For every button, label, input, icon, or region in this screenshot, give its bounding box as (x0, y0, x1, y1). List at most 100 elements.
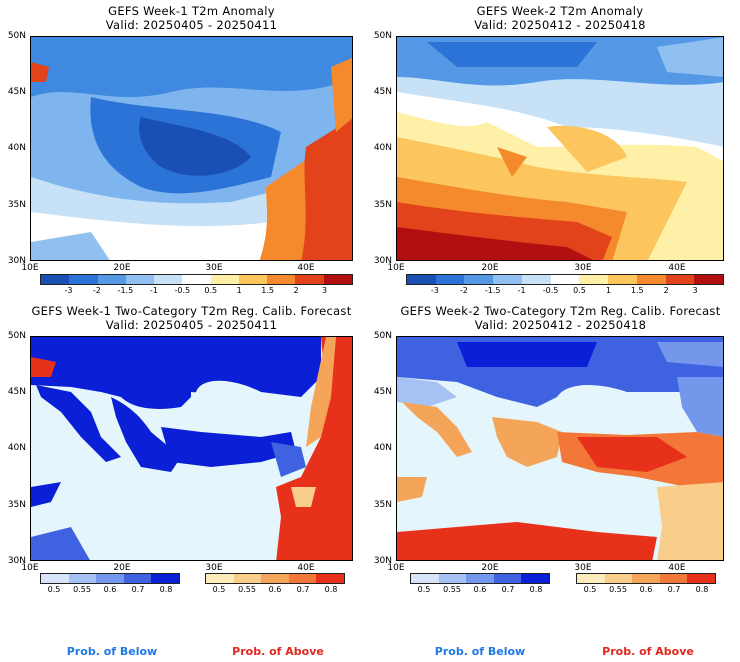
colorbar-tick-label: 0.8 (324, 585, 338, 594)
colorbar-tick-label: -2 (92, 286, 101, 295)
panel4-lon-20: 20E (481, 563, 499, 573)
colorbar-swatch (96, 574, 124, 583)
colorbar-swatch (41, 574, 69, 583)
colorbar-swatch (464, 275, 494, 284)
panel2-lat-50: 50N (373, 31, 392, 41)
panel1-colorbar-ticks: -3 -2 -1.5 -1 -0.5 0.5 1 1.5 2 3 (40, 286, 353, 296)
colorbar-tick-label: 0.5 (204, 286, 218, 295)
panel2-title-line1: GEFS Week-2 T2m Anomaly (476, 4, 644, 18)
colorbar-swatch (632, 574, 660, 583)
panel4-title-line1: GEFS Week-2 Two-Category T2m Reg. Calib.… (400, 304, 721, 318)
panel2-valid-dates: Valid: 20250412 - 20250418 (474, 18, 646, 32)
colorbar-tick-label: -2 (459, 286, 468, 295)
panel1-lon-40: 40E (297, 263, 315, 273)
colorbar-tick-label: 2 (663, 286, 669, 295)
colorbar-tick-label: 1.5 (261, 286, 274, 295)
colorbar-tick-label: 0.55 (609, 585, 627, 594)
colorbar-swatch (550, 275, 580, 284)
colorbar-swatch (608, 275, 637, 284)
colorbar-tick-label: 0.8 (159, 585, 173, 594)
colorbar-tick-label: 0.5 (573, 286, 586, 295)
panel4-lon-10: 10E (387, 563, 405, 573)
colorbar-tick-label: 0.5 (417, 585, 431, 594)
colorbar-swatch (295, 275, 324, 284)
colorbar-tick-label: 1.5 (630, 286, 644, 295)
colorbar-swatch (261, 574, 289, 583)
panel2-lon-40: 40E (668, 263, 686, 273)
panel4-lat-50: 50N (373, 331, 392, 341)
colorbar-swatch (694, 275, 724, 284)
colorbar-tick-label: -3 (64, 286, 73, 295)
colorbar-tick-label: 0.5 (47, 585, 61, 594)
colorbar-swatch (521, 275, 551, 284)
panel3-above-ticks: 0.5 0.55 0.6 0.7 0.8 (205, 585, 345, 595)
colorbar-tick-label: 0.8 (695, 585, 709, 594)
panel1-lat-50: 50N (7, 31, 26, 41)
panel4-map (396, 336, 724, 561)
panel2-title: GEFS Week-2 T2m Anomaly Valid: 20250412 … (396, 4, 724, 32)
colorbar-swatch (41, 275, 70, 284)
panel1-valid-dates: Valid: 20250405 - 20250411 (105, 18, 278, 32)
colorbar-swatch (493, 574, 522, 583)
colorbar-swatch (123, 574, 152, 583)
panel2-lon-20: 20E (481, 263, 499, 273)
panel4-below-ticks: 0.5 0.55 0.6 0.7 0.8 (410, 585, 550, 595)
panel2-lat-40: 40N (373, 143, 392, 153)
panel3-lon-10: 10E (21, 563, 39, 573)
panel3-below-ticks: 0.5 0.55 0.6 0.7 0.8 (40, 585, 180, 595)
panel3-lon-20: 20E (113, 563, 131, 573)
colorbar-tick-label: -3 (430, 286, 439, 295)
panel3-prob-above-label: Prob. of Above (232, 645, 324, 658)
panel4-above-ticks: 0.5 0.55 0.6 0.7 0.8 (576, 585, 716, 595)
colorbar-tick-label: -1 (149, 286, 158, 295)
colorbar-swatch (604, 574, 633, 583)
colorbar-swatch (233, 574, 262, 583)
colorbar-swatch (210, 275, 239, 284)
panel3-title-line1: GEFS Week-1 Two-Category T2m Reg. Calib.… (31, 304, 352, 318)
colorbar-swatch (182, 275, 211, 284)
colorbar-tick-label: 0.5 (212, 585, 226, 594)
panel2-lon-30: 30E (574, 263, 592, 273)
colorbar-swatch (659, 574, 688, 583)
panel4-lat-35: 35N (373, 500, 392, 510)
colorbar-tick-label: 1 (236, 286, 242, 295)
panel3-map (30, 336, 353, 561)
panel2-lat-45: 45N (373, 87, 392, 97)
colorbar-tick-label: 0.55 (443, 585, 461, 594)
panel1-lat-30: 30N (7, 256, 26, 266)
colorbar-swatch (206, 574, 234, 583)
panel2-lon-10: 10E (387, 263, 405, 273)
colorbar-tick-label: 0.6 (639, 585, 653, 594)
panel3-prob-below-label: Prob. of Below (66, 645, 158, 658)
panel1-title-line1: GEFS Week-1 T2m Anomaly (108, 4, 275, 18)
panel3-lat-50: 50N (7, 331, 26, 341)
colorbar-tick-label: 0.6 (268, 585, 282, 594)
colorbar-swatch (316, 574, 344, 583)
panel1-lon-20: 20E (113, 263, 131, 273)
panel3-lat-30: 30N (7, 556, 26, 566)
panel2-lat-35: 35N (373, 200, 392, 210)
panel4-title: GEFS Week-2 Two-Category T2m Reg. Calib.… (383, 304, 738, 332)
panel4-lat-30: 30N (373, 556, 392, 566)
panel2-lat-30: 30N (373, 256, 392, 266)
colorbar-tick-label: 0.8 (529, 585, 543, 594)
panel4-prob-above-label: Prob. of Above (602, 645, 694, 658)
colorbar-swatch (579, 275, 609, 284)
panel4-lon-30: 30E (574, 563, 592, 573)
colorbar-swatch (238, 275, 268, 284)
colorbar-swatch (288, 574, 317, 583)
colorbar-swatch (636, 275, 666, 284)
panel1-lat-35: 35N (7, 200, 26, 210)
colorbar-swatch (466, 574, 494, 583)
colorbar-swatch (687, 574, 715, 583)
panel3-lon-40: 40E (297, 563, 315, 573)
panel3-lat-45: 45N (7, 387, 26, 397)
colorbar-swatch (125, 275, 155, 284)
panel4-prob-below-label: Prob. of Below (434, 645, 526, 658)
panel2-anomaly-colorbar (406, 274, 724, 285)
panel2-colorbar-ticks: -3 -2 -1.5 -1 -0.5 0.5 1 1.5 2 3 (406, 286, 724, 296)
panel1-lat-40: 40N (7, 143, 26, 153)
panel4-lat-40: 40N (373, 443, 392, 453)
colorbar-swatch (435, 275, 465, 284)
colorbar-tick-label: 1 (605, 286, 611, 295)
